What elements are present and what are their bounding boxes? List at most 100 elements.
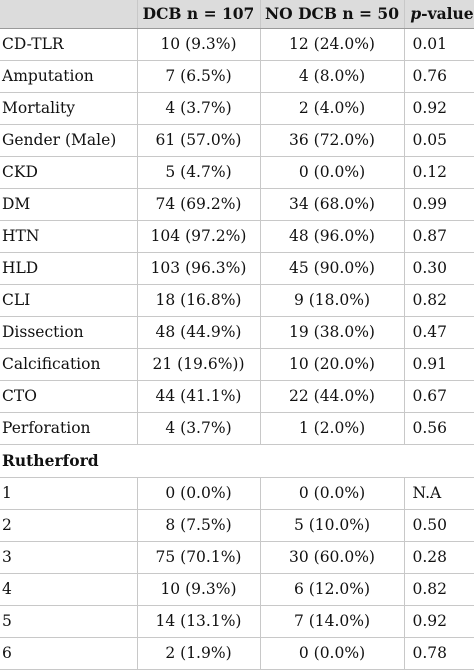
header-dcb: DCB n = 107 (137, 0, 261, 29)
dcb-value: 74 (69.2%) (137, 188, 261, 221)
table-row: DM 74 (69.2%) 34 (68.0%) 0.99 (0, 188, 474, 221)
no-dcb-value: 2 (4.0%) (260, 92, 405, 125)
dcb-value: 21 (19.6%)) (137, 348, 261, 381)
dcb-value: 8 (7.5%) (137, 509, 261, 542)
no-dcb-value: 36 (72.0%) (260, 124, 405, 157)
p-value: 0.82 (404, 284, 474, 317)
p-value: N.A (404, 477, 474, 510)
no-dcb-value: 45 (90.0%) (260, 252, 405, 285)
row-label: 4 (0, 573, 138, 606)
dcb-value: 5 (4.7%) (137, 156, 261, 189)
dcb-value: 10 (9.3%) (137, 28, 261, 61)
dcb-value: 4 (3.7%) (137, 412, 261, 445)
table-row: Mortality 4 (3.7%) 2 (4.0%) 0.92 (0, 92, 474, 125)
section-header-row: Rutherford (0, 444, 474, 478)
dcb-value: 48 (44.9%) (137, 316, 261, 349)
p-value: 0.30 (404, 252, 474, 285)
no-dcb-value: 19 (38.0%) (260, 316, 405, 349)
p-value: 0.12 (404, 156, 474, 189)
no-dcb-value: 1 (2.0%) (260, 412, 405, 445)
p-value: 0.82 (404, 573, 474, 606)
no-dcb-value: 0 (0.0%) (260, 156, 405, 189)
p-value: 0.67 (404, 380, 474, 413)
no-dcb-value: 48 (96.0%) (260, 220, 405, 253)
p-value: 0.05 (404, 124, 474, 157)
row-label: CLI (0, 284, 138, 317)
row-label: Amputation (0, 60, 138, 93)
row-label: Mortality (0, 92, 138, 125)
no-dcb-value: 0 (0.0%) (260, 477, 405, 510)
p-value: 0.47 (404, 316, 474, 349)
dcb-value: 10 (9.3%) (137, 573, 261, 606)
table-row: Calcification 21 (19.6%)) 10 (20.0%) 0.91 (0, 348, 474, 381)
table-row: CLI 18 (16.8%) 9 (18.0%) 0.82 (0, 284, 474, 317)
table-row: CTO 44 (41.1%) 22 (44.0%) 0.67 (0, 380, 474, 413)
table-row: Gender (Male) 61 (57.0%) 36 (72.0%) 0.05 (0, 124, 474, 157)
no-dcb-value: 30 (60.0%) (260, 541, 405, 574)
no-dcb-value: 7 (14.0%) (260, 605, 405, 638)
p-value: 0.91 (404, 348, 474, 381)
row-label: HLD (0, 252, 138, 285)
p-value: 0.78 (404, 637, 474, 670)
dcb-value: 0 (0.0%) (137, 477, 261, 510)
dcb-value: 75 (70.1%) (137, 541, 261, 574)
p-value: 0.92 (404, 92, 474, 125)
dcb-value: 18 (16.8%) (137, 284, 261, 317)
header-p-value: p-value (404, 0, 474, 29)
header-row: DCB n = 107 NO DCB n = 50 p-value (0, 0, 474, 29)
table-row: Amputation 7 (6.5%) 4 (8.0%) 0.76 (0, 60, 474, 93)
row-label: 1 (0, 477, 138, 510)
no-dcb-value: 6 (12.0%) (260, 573, 405, 606)
p-value: 0.01 (404, 28, 474, 61)
table-row: CD-TLR 10 (9.3%) 12 (24.0%) 0.01 (0, 28, 474, 61)
no-dcb-value: 5 (10.0%) (260, 509, 405, 542)
header-no-dcb: NO DCB n = 50 (260, 0, 405, 29)
row-label: 6 (0, 637, 138, 670)
p-value: 0.76 (404, 60, 474, 93)
table-row: Perforation 4 (3.7%) 1 (2.0%) 0.56 (0, 412, 474, 445)
header-p-letter: p (410, 4, 422, 23)
section-title: Rutherford (0, 444, 474, 478)
p-value: 0.50 (404, 509, 474, 542)
dcb-value: 61 (57.0%) (137, 124, 261, 157)
rutherford-row: 4 10 (9.3%) 6 (12.0%) 0.82 (0, 573, 474, 606)
row-label: Dissection (0, 316, 138, 349)
table-row: CKD 5 (4.7%) 0 (0.0%) 0.12 (0, 156, 474, 189)
p-value: 0.28 (404, 541, 474, 574)
row-label: CD-TLR (0, 28, 138, 61)
rutherford-row: 3 75 (70.1%) 30 (60.0%) 0.28 (0, 541, 474, 574)
row-label: Gender (Male) (0, 124, 138, 157)
no-dcb-value: 0 (0.0%) (260, 637, 405, 670)
no-dcb-value: 4 (8.0%) (260, 60, 405, 93)
dcb-value: 103 (96.3%) (137, 252, 261, 285)
no-dcb-value: 9 (18.0%) (260, 284, 405, 317)
no-dcb-value: 10 (20.0%) (260, 348, 405, 381)
dcb-value: 2 (1.9%) (137, 637, 261, 670)
rutherford-row: 5 14 (13.1%) 7 (14.0%) 0.92 (0, 605, 474, 638)
table-row: Dissection 48 (44.9%) 19 (38.0%) 0.47 (0, 316, 474, 349)
table-row: HTN 104 (97.2%) 48 (96.0%) 0.87 (0, 220, 474, 253)
row-label: DM (0, 188, 138, 221)
p-value: 0.87 (404, 220, 474, 253)
row-label: 3 (0, 541, 138, 574)
row-label: 2 (0, 509, 138, 542)
row-label: 5 (0, 605, 138, 638)
dcb-value: 44 (41.1%) (137, 380, 261, 413)
row-label: Calcification (0, 348, 138, 381)
header-p-suffix: -value (421, 4, 474, 23)
table-row: HLD 103 (96.3%) 45 (90.0%) 0.30 (0, 252, 474, 285)
p-value: 0.56 (404, 412, 474, 445)
p-value: 0.92 (404, 605, 474, 638)
row-label: CKD (0, 156, 138, 189)
table-body: CD-TLR 10 (9.3%) 12 (24.0%) 0.01 Amputation 7… (0, 28, 474, 670)
no-dcb-value: 12 (24.0%) (260, 28, 405, 61)
p-value: 0.99 (404, 188, 474, 221)
dcb-value: 14 (13.1%) (137, 605, 261, 638)
row-label: Perforation (0, 412, 138, 445)
no-dcb-value: 22 (44.0%) (260, 380, 405, 413)
dcb-value: 104 (97.2%) (137, 220, 261, 253)
dcb-value: 7 (6.5%) (137, 60, 261, 93)
